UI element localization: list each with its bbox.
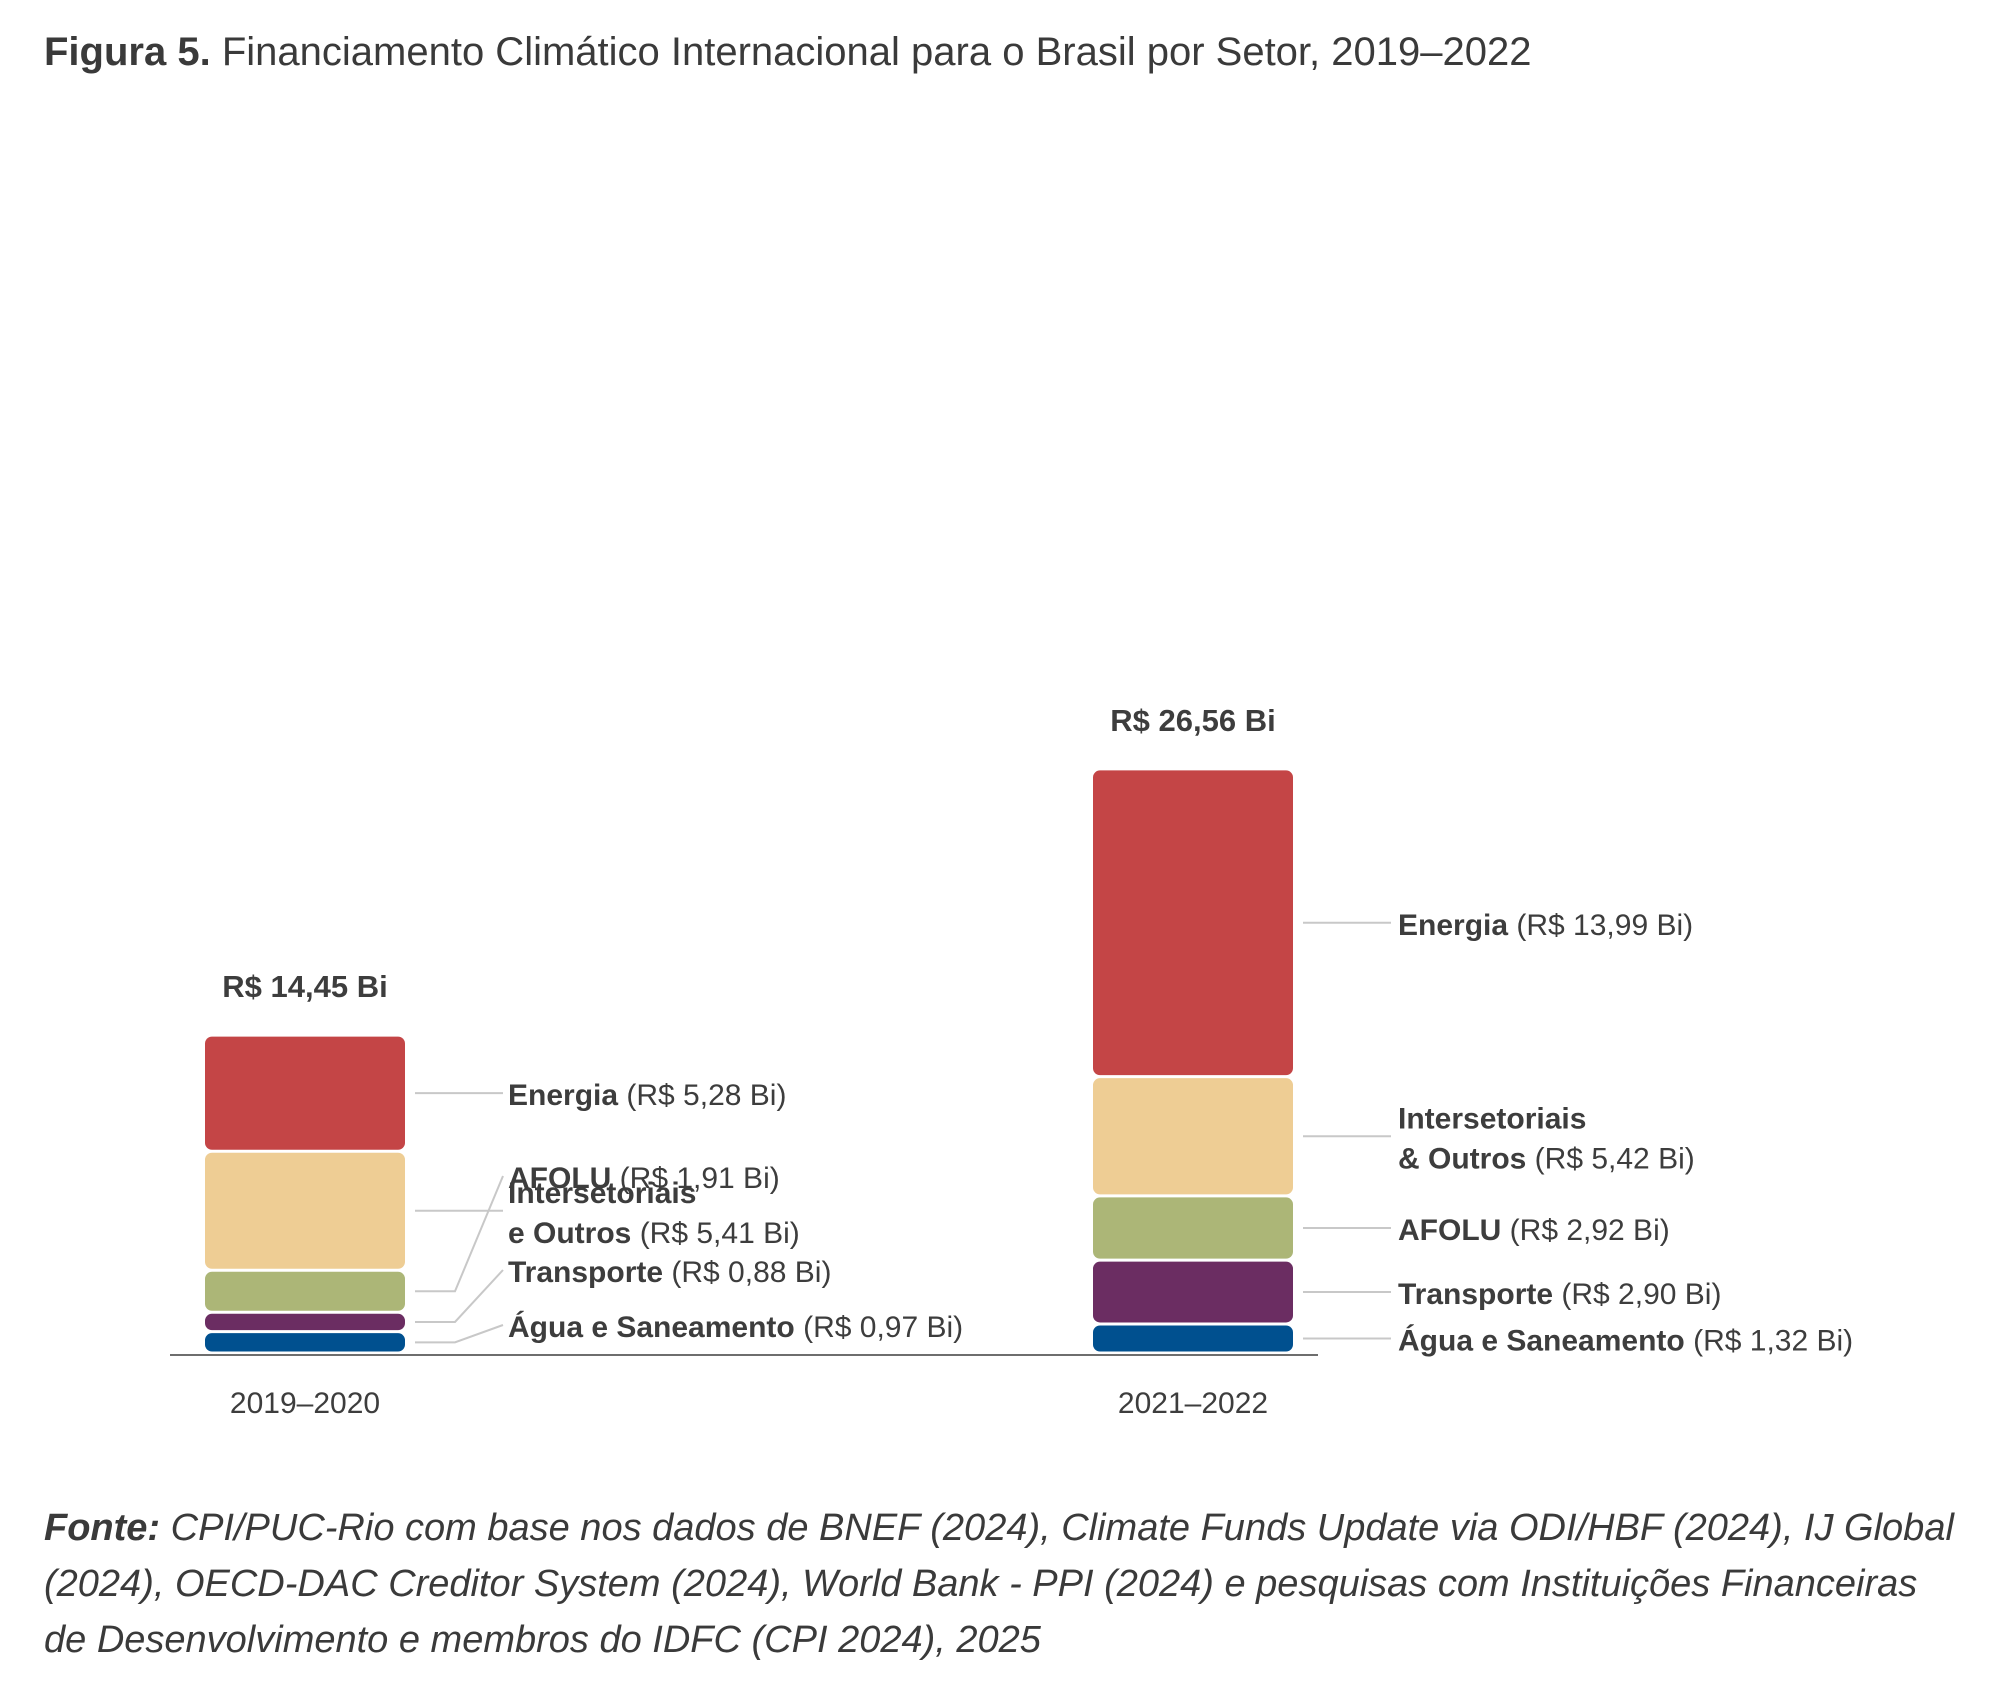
- stacked-bar-chart: Água e Saneamento (R$ 0,97 Bi) Transporte…: [170, 703, 1853, 1420]
- segment-label-afolu-0: AFOLU (R$ 1,91 Bi): [508, 1162, 780, 1195]
- segment-label-intersetoriais-e-outros-0: Intersetoriais: [508, 1177, 696, 1210]
- bar-segment-intersetoriais-e-outros-1: [1093, 1078, 1293, 1195]
- bar-segment-agua-e-saneamento-0: [205, 1333, 405, 1352]
- total-label-1: R$ 26,56 Bi: [1110, 703, 1275, 738]
- segment-label-transporte-0: Transporte (R$ 0,88 Bi): [508, 1256, 831, 1289]
- bar-segment-transporte-0: [205, 1313, 405, 1331]
- x-tick-label-0: 2019–2020: [230, 1387, 380, 1420]
- segment-label-energia-0: Energia (R$ 5,28 Bi): [508, 1079, 786, 1112]
- segment-label-intersetoriais-e-outros-1: & Outros (R$ 5,42 Bi): [1398, 1142, 1695, 1175]
- figure-title-text: Financiamento Climático Internacional pa…: [221, 30, 1532, 74]
- bar-segment-afolu-1: [1093, 1197, 1293, 1259]
- total-label-0: R$ 14,45 Bi: [222, 969, 387, 1004]
- segment-label-agua-e-saneamento-0: Água e Saneamento (R$ 0,97 Bi): [508, 1310, 963, 1344]
- x-tick-label-1: 2021–2022: [1118, 1387, 1268, 1420]
- source-text: CPI/PUC-Rio com base nos dados de BNEF (…: [44, 1507, 1954, 1661]
- chart-title: Figura 5. Financiamento Climático Intern…: [44, 30, 1531, 75]
- segment-label-intersetoriais-e-outros-1: Intersetoriais: [1398, 1102, 1586, 1135]
- source-label: Fonte:: [44, 1507, 161, 1549]
- segment-label-energia-1: Energia (R$ 13,99 Bi): [1398, 909, 1693, 942]
- source-note: Fonte: CPI/PUC-Rio com base nos dados de…: [44, 1500, 1964, 1668]
- bar-segment-energia-0: [205, 1036, 405, 1150]
- bar-segment-energia-1: [1093, 770, 1293, 1076]
- figure-label: Figura 5.: [44, 30, 211, 74]
- bar-segment-transporte-1: [1093, 1261, 1293, 1323]
- segment-label-transporte-1: Transporte (R$ 2,90 Bi): [1398, 1278, 1721, 1311]
- bar-segment-agua-e-saneamento-1: [1093, 1325, 1293, 1352]
- leader-line-transporte-0: [415, 1269, 504, 1323]
- segment-label-intersetoriais-e-outros-0: e Outros (R$ 5,41 Bi): [508, 1217, 800, 1250]
- segment-label-agua-e-saneamento-1: Água e Saneamento (R$ 1,32 Bi): [1398, 1323, 1853, 1357]
- bar-segment-afolu-0: [205, 1271, 405, 1311]
- leader-line-agua-e-saneamento-0: [415, 1324, 504, 1344]
- bar-segment-intersetoriais-e-outros-0: [205, 1152, 405, 1269]
- segment-label-afolu-1: AFOLU (R$ 2,92 Bi): [1398, 1214, 1670, 1247]
- leader-line-afolu-0: [415, 1175, 504, 1293]
